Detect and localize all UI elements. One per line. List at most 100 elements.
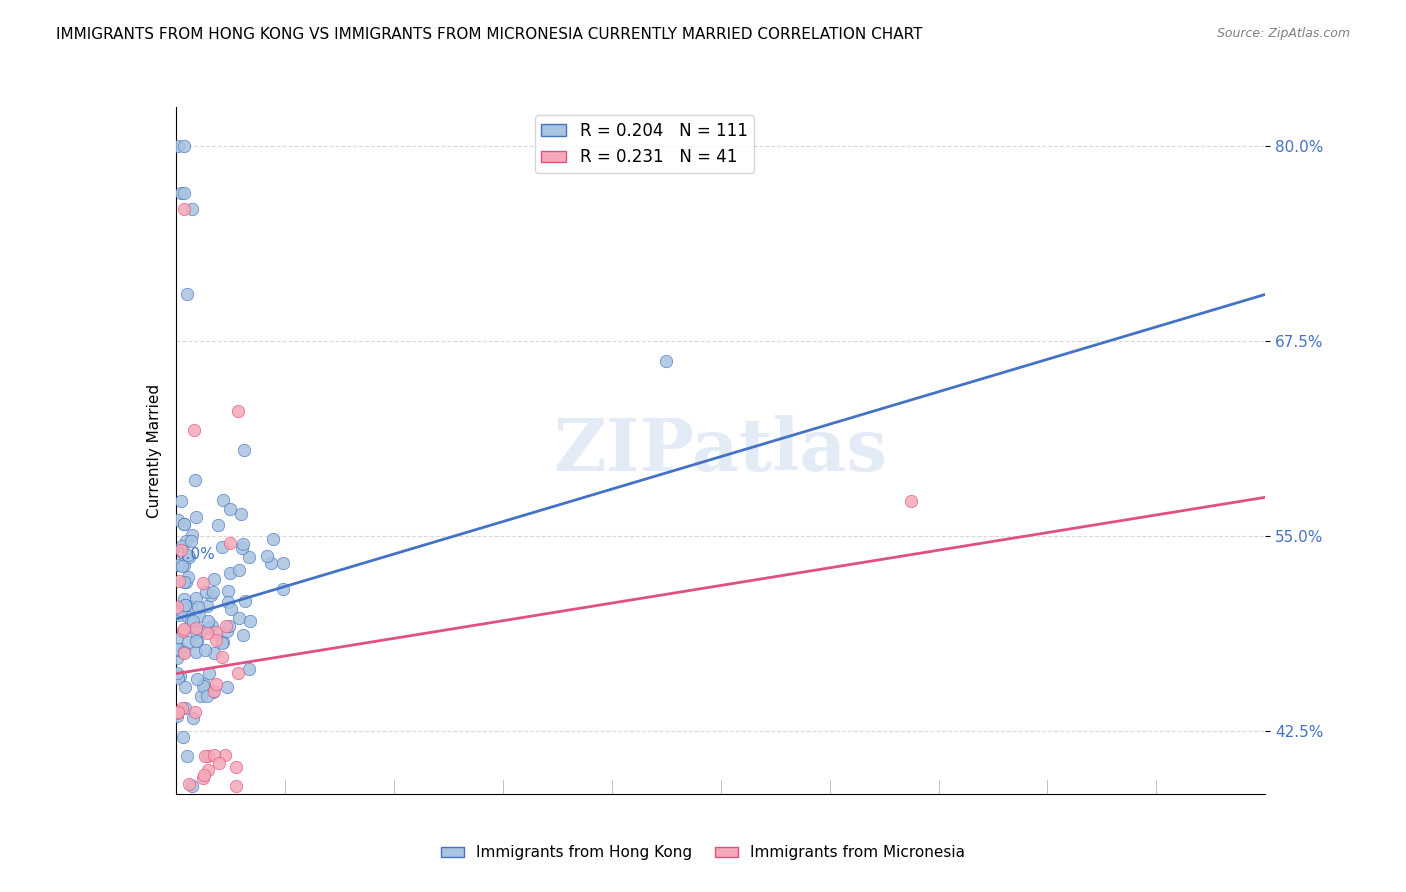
Point bbox=[211, 492, 233, 507]
Point bbox=[167, 558, 190, 572]
Point bbox=[166, 706, 188, 720]
Point bbox=[169, 641, 191, 656]
Point bbox=[167, 139, 190, 153]
Point bbox=[181, 779, 204, 793]
Point bbox=[200, 588, 222, 602]
Point bbox=[191, 679, 214, 693]
Point bbox=[187, 609, 209, 624]
Point bbox=[197, 621, 219, 635]
Point bbox=[167, 607, 190, 622]
Point bbox=[235, 593, 257, 607]
Point bbox=[191, 576, 214, 591]
Point bbox=[177, 635, 200, 649]
Point bbox=[238, 550, 260, 565]
Point bbox=[177, 610, 200, 624]
Point bbox=[176, 287, 198, 301]
Point bbox=[208, 756, 231, 770]
Legend: Immigrants from Hong Kong, Immigrants from Micronesia: Immigrants from Hong Kong, Immigrants fr… bbox=[434, 839, 972, 866]
Point bbox=[193, 677, 215, 691]
Point bbox=[202, 684, 225, 698]
Point bbox=[204, 633, 226, 648]
Point bbox=[169, 642, 191, 657]
Point bbox=[201, 619, 224, 633]
Point bbox=[228, 610, 250, 624]
Point bbox=[183, 706, 205, 720]
Point bbox=[187, 600, 209, 615]
Point bbox=[173, 517, 195, 532]
Point bbox=[238, 662, 260, 676]
Point bbox=[181, 202, 204, 216]
Point bbox=[271, 582, 294, 596]
Point bbox=[172, 601, 194, 615]
Point bbox=[194, 748, 217, 763]
Point bbox=[173, 647, 195, 661]
Point bbox=[176, 748, 198, 763]
Point bbox=[231, 795, 253, 809]
Point bbox=[183, 423, 205, 437]
Point bbox=[225, 760, 247, 774]
Point bbox=[170, 700, 193, 714]
Point bbox=[180, 599, 202, 613]
Point bbox=[166, 632, 188, 647]
Point bbox=[256, 549, 278, 563]
Point bbox=[197, 615, 219, 629]
Point bbox=[193, 767, 215, 781]
Point bbox=[219, 502, 242, 516]
Point bbox=[181, 797, 204, 812]
Point bbox=[211, 540, 233, 554]
Point bbox=[184, 624, 207, 639]
Point bbox=[262, 533, 284, 547]
Point bbox=[173, 645, 195, 659]
Point bbox=[191, 771, 214, 785]
Point bbox=[173, 202, 195, 216]
Point bbox=[232, 537, 254, 551]
Point bbox=[202, 584, 225, 599]
Point bbox=[170, 540, 193, 554]
Point bbox=[195, 584, 218, 599]
Point bbox=[218, 618, 240, 632]
Point bbox=[169, 493, 191, 508]
Point bbox=[214, 618, 236, 632]
Text: IMMIGRANTS FROM HONG KONG VS IMMIGRANTS FROM MICRONESIA CURRENTLY MARRIED CORREL: IMMIGRANTS FROM HONG KONG VS IMMIGRANTS … bbox=[56, 27, 922, 42]
Point bbox=[172, 624, 194, 639]
Point bbox=[195, 599, 218, 614]
Legend: R = 0.204   N = 111, R = 0.231   N = 41: R = 0.204 N = 111, R = 0.231 N = 41 bbox=[534, 115, 754, 173]
Point bbox=[225, 779, 247, 793]
Point bbox=[167, 574, 190, 589]
Point bbox=[184, 645, 207, 659]
Point bbox=[173, 680, 195, 694]
Point bbox=[173, 591, 195, 606]
Point bbox=[174, 700, 197, 714]
Point bbox=[173, 558, 195, 572]
Point bbox=[181, 614, 204, 628]
Point bbox=[190, 689, 212, 703]
Point bbox=[219, 536, 242, 550]
Point bbox=[174, 598, 197, 612]
Point bbox=[229, 507, 252, 521]
Point bbox=[211, 635, 233, 649]
Point bbox=[217, 584, 239, 599]
Point bbox=[217, 595, 239, 609]
Point bbox=[195, 626, 218, 640]
Point bbox=[173, 139, 195, 153]
Point bbox=[215, 624, 238, 638]
Point bbox=[214, 747, 236, 762]
Point bbox=[211, 649, 233, 664]
Point bbox=[197, 764, 219, 778]
Point bbox=[181, 710, 204, 724]
Point bbox=[205, 625, 228, 640]
Point bbox=[226, 666, 249, 681]
Point bbox=[219, 602, 242, 616]
Point bbox=[202, 572, 225, 586]
Point bbox=[186, 634, 208, 648]
Point bbox=[180, 528, 202, 542]
Point bbox=[207, 517, 229, 532]
Point bbox=[170, 186, 193, 200]
Point bbox=[184, 633, 207, 648]
Point bbox=[166, 671, 188, 685]
Point bbox=[197, 666, 219, 681]
Point bbox=[180, 533, 202, 548]
Point bbox=[194, 642, 217, 657]
Point bbox=[173, 186, 195, 200]
Point bbox=[169, 669, 191, 683]
